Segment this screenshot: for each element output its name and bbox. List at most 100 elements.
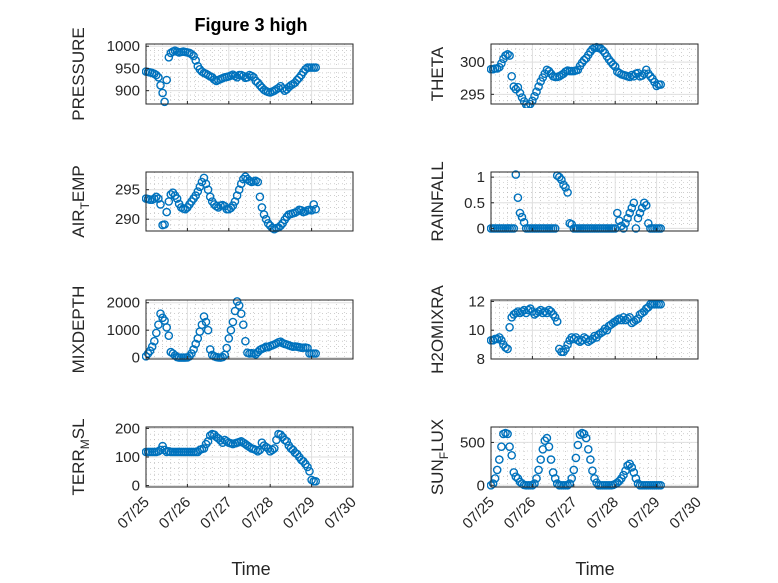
data-point xyxy=(199,444,209,453)
data-point xyxy=(629,198,639,208)
data-point xyxy=(251,445,260,455)
y-tick-label: 0 xyxy=(132,350,140,367)
data-point xyxy=(497,335,506,345)
data-point xyxy=(579,429,589,439)
data-point xyxy=(259,210,269,219)
data-point xyxy=(584,444,593,454)
y-tick-label: 950 xyxy=(115,60,140,77)
data-point xyxy=(615,476,624,486)
data-point xyxy=(191,56,200,65)
data-point xyxy=(550,312,560,322)
y-axis-label: SUNFLUX xyxy=(428,419,451,495)
y-tick-label: 500 xyxy=(460,434,485,451)
data-point xyxy=(588,466,597,476)
data-point xyxy=(625,208,635,218)
data-point xyxy=(263,218,273,228)
data-point xyxy=(505,51,514,60)
data-point xyxy=(303,462,312,472)
data-point xyxy=(505,322,514,332)
y-tick-label: 1000 xyxy=(107,322,140,339)
data-point xyxy=(154,320,163,330)
data-point xyxy=(226,203,236,213)
x-tick-label: 07/27 xyxy=(197,494,236,533)
subplot-mixdepth: 0 1000 2000 MIXDEPTH xyxy=(69,286,354,373)
data-point xyxy=(573,440,583,450)
data-point xyxy=(503,344,512,354)
data-point xyxy=(608,60,618,69)
series-markers xyxy=(142,429,321,486)
data-point xyxy=(193,187,203,196)
data-point xyxy=(509,468,519,477)
data-point xyxy=(276,430,285,440)
y-axis-label: TERRMSL xyxy=(69,418,92,495)
data-point xyxy=(509,224,519,233)
data-point xyxy=(164,331,174,341)
axes-box xyxy=(490,43,699,105)
data-point xyxy=(278,84,287,93)
y-tick-label: 8 xyxy=(477,351,485,368)
data-point xyxy=(621,218,630,228)
data-point xyxy=(530,92,539,101)
data-point xyxy=(517,212,527,222)
data-point xyxy=(164,53,174,62)
x-axis-label-right: Time xyxy=(575,559,614,579)
data-point xyxy=(228,317,238,327)
data-point xyxy=(627,203,637,213)
x-tick-label: 07/29 xyxy=(280,494,319,533)
series-markers xyxy=(487,170,666,233)
series-markers xyxy=(487,299,666,357)
data-point xyxy=(199,312,209,321)
data-point xyxy=(156,81,165,90)
data-point xyxy=(569,465,579,475)
data-point xyxy=(151,70,161,80)
data-point xyxy=(149,336,159,346)
data-point xyxy=(515,208,525,218)
y-tick-label: 1000 xyxy=(107,38,140,55)
x-tick-label: 07/30 xyxy=(321,494,360,533)
data-point xyxy=(162,323,171,332)
data-point xyxy=(205,431,215,440)
data-point xyxy=(497,59,506,68)
y-tick-label: 300 xyxy=(460,54,485,71)
data-point xyxy=(232,297,242,306)
data-point xyxy=(534,307,543,316)
data-point xyxy=(199,173,209,183)
axes-box xyxy=(145,299,354,360)
data-point xyxy=(579,55,589,65)
data-point xyxy=(255,192,265,202)
data-point xyxy=(627,462,637,472)
y-tick-label: 295 xyxy=(460,86,485,103)
data-point xyxy=(311,63,321,72)
data-point xyxy=(154,446,163,456)
y-axis-label: AIRTEMP xyxy=(69,165,92,238)
data-point xyxy=(656,80,666,89)
y-tick-label: 12 xyxy=(468,293,485,310)
data-point xyxy=(147,342,157,352)
data-point xyxy=(156,200,165,209)
data-point xyxy=(571,453,581,463)
data-point xyxy=(205,345,215,354)
y-tick-label: 290 xyxy=(115,211,140,228)
data-point xyxy=(497,442,506,452)
data-point xyxy=(501,343,510,352)
data-point xyxy=(546,455,556,464)
data-point xyxy=(292,75,302,85)
data-point xyxy=(507,72,517,81)
data-point xyxy=(253,446,263,456)
data-point xyxy=(646,72,655,81)
data-point xyxy=(619,224,628,233)
y-tick-label: 0.5 xyxy=(464,195,485,212)
series-markers xyxy=(487,42,666,108)
data-point xyxy=(631,315,641,325)
data-point xyxy=(162,207,171,217)
data-point xyxy=(503,50,512,59)
x-tick-label: 07/26 xyxy=(501,494,540,533)
y-tick-label: 200 xyxy=(115,420,140,437)
x-tick-label: 07/26 xyxy=(156,494,195,533)
data-point xyxy=(503,429,512,439)
data-point xyxy=(261,214,271,224)
data-point xyxy=(269,444,279,453)
data-point xyxy=(511,472,521,482)
data-point xyxy=(524,305,533,315)
